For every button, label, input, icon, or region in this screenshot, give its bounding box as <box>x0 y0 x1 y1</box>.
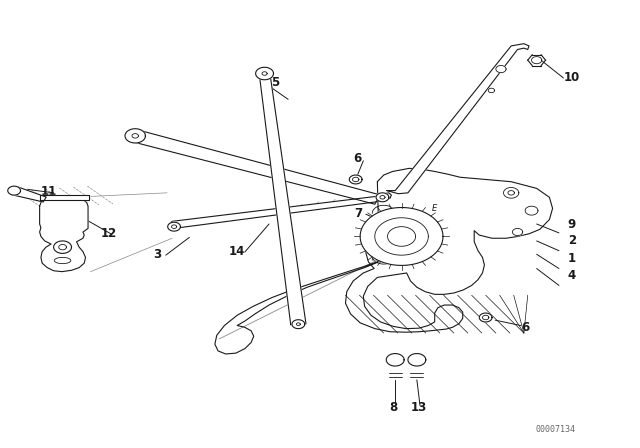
Polygon shape <box>40 196 88 271</box>
Text: 9: 9 <box>568 217 576 231</box>
Polygon shape <box>388 227 415 246</box>
Text: 6: 6 <box>521 321 529 334</box>
Polygon shape <box>170 193 392 228</box>
Polygon shape <box>8 186 20 195</box>
Text: E: E <box>432 204 437 213</box>
Ellipse shape <box>54 258 71 263</box>
Text: 14: 14 <box>229 245 245 258</box>
Text: 13: 13 <box>411 401 427 414</box>
Text: 7: 7 <box>354 207 362 220</box>
Text: 5: 5 <box>271 76 280 89</box>
Text: 12: 12 <box>100 227 116 240</box>
Polygon shape <box>508 190 515 195</box>
Text: 00007134: 00007134 <box>536 425 576 434</box>
Polygon shape <box>132 134 138 138</box>
Polygon shape <box>346 168 552 332</box>
Polygon shape <box>215 247 397 354</box>
Polygon shape <box>292 320 305 329</box>
Text: 8: 8 <box>389 401 397 414</box>
Text: 3: 3 <box>154 248 161 261</box>
Text: 10: 10 <box>564 72 580 85</box>
Polygon shape <box>387 353 404 366</box>
Text: 4: 4 <box>568 269 576 282</box>
Polygon shape <box>59 245 67 250</box>
Polygon shape <box>376 193 389 202</box>
Polygon shape <box>40 195 90 199</box>
Text: 2: 2 <box>568 234 576 247</box>
Polygon shape <box>296 323 300 326</box>
Polygon shape <box>496 65 506 73</box>
Polygon shape <box>12 186 46 202</box>
Polygon shape <box>380 195 385 199</box>
Polygon shape <box>408 353 426 366</box>
Polygon shape <box>483 315 489 320</box>
Polygon shape <box>132 130 380 204</box>
Polygon shape <box>353 177 359 182</box>
Polygon shape <box>532 56 541 64</box>
Polygon shape <box>259 73 306 325</box>
Polygon shape <box>54 241 72 254</box>
Polygon shape <box>168 222 180 231</box>
Polygon shape <box>255 67 273 80</box>
Polygon shape <box>125 129 145 143</box>
Polygon shape <box>504 188 519 198</box>
Polygon shape <box>488 88 495 93</box>
Polygon shape <box>479 313 492 322</box>
Polygon shape <box>525 206 538 215</box>
Polygon shape <box>172 225 177 228</box>
Text: 11: 11 <box>41 185 58 198</box>
Polygon shape <box>387 44 529 194</box>
Polygon shape <box>262 72 267 75</box>
Polygon shape <box>513 228 523 236</box>
Polygon shape <box>349 175 362 184</box>
Text: 1: 1 <box>568 252 576 265</box>
Polygon shape <box>360 207 443 265</box>
Text: 6: 6 <box>353 151 361 164</box>
Polygon shape <box>375 218 428 255</box>
